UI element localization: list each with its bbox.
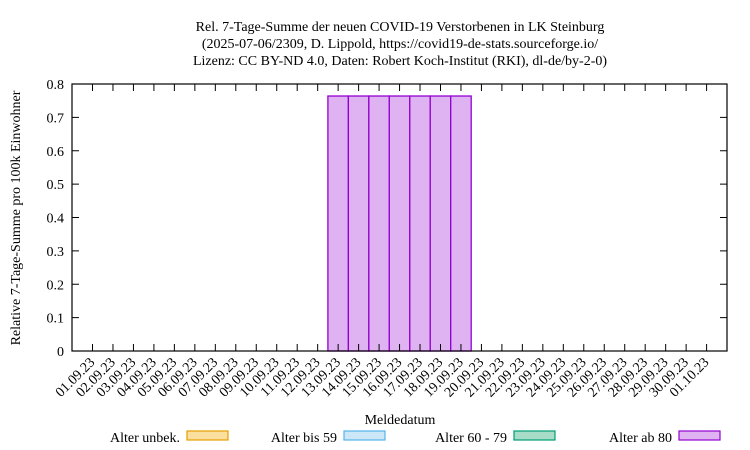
legend: Alter unbek. Alter bis 59 Alter 60 - 79 Alt… (110, 430, 721, 446)
bar-16.09.23-series-3 (388, 95, 411, 352)
chart-title: Rel. 7-Tage-Summe der neuen COVID-19 Ver… (193, 20, 607, 69)
y-tick-label: 0.6 (47, 145, 65, 160)
y-tick-label: 0.2 (47, 278, 65, 293)
bar-15.09.23-series-3 (368, 95, 390, 352)
bar-13.09.23-series-3 (327, 95, 350, 352)
bar-19.09.23-series-3 (450, 95, 472, 352)
bar-14.09.23-series-3 (347, 95, 370, 352)
title-line-2: (2025-07-06/2309, D. Lippold, https://co… (202, 37, 598, 52)
y-tick-label: 0.5 (47, 178, 65, 193)
y-tick-label: 0.3 (47, 245, 65, 260)
y-tick-label: 0.8 (47, 78, 65, 93)
legend-label-1: Alter bis 59 (271, 431, 337, 446)
legend-swatch-3 (678, 430, 721, 441)
y-tick-label: 0 (57, 345, 64, 360)
legend-label-3: Alter ab 80 (609, 431, 672, 446)
title-line-3: Lizenz: CC BY-ND 4.0, Daten: Robert Koch… (193, 54, 607, 69)
y-axis-label: Relative 7-Tage-Summe pro 100k Einwohner (9, 90, 24, 345)
legend-label-0: Alter unbek. (110, 431, 180, 446)
x-axis-label: Meldedatum (365, 413, 436, 428)
legend-swatch-2 (513, 430, 556, 441)
legend-label-2: Alter 60 - 79 (435, 431, 507, 446)
title-line-1: Rel. 7-Tage-Summe der neuen COVID-19 Ver… (196, 20, 605, 35)
bar-18.09.23-series-3 (429, 95, 452, 352)
y-tick-label: 0.7 (47, 111, 65, 126)
legend-swatch-0 (186, 430, 229, 441)
bar-17.09.23-series-3 (409, 95, 431, 352)
legend-swatch-1 (343, 430, 386, 441)
y-tick-label: 0.4 (47, 212, 65, 227)
y-tick-label: 0.1 (47, 312, 65, 327)
